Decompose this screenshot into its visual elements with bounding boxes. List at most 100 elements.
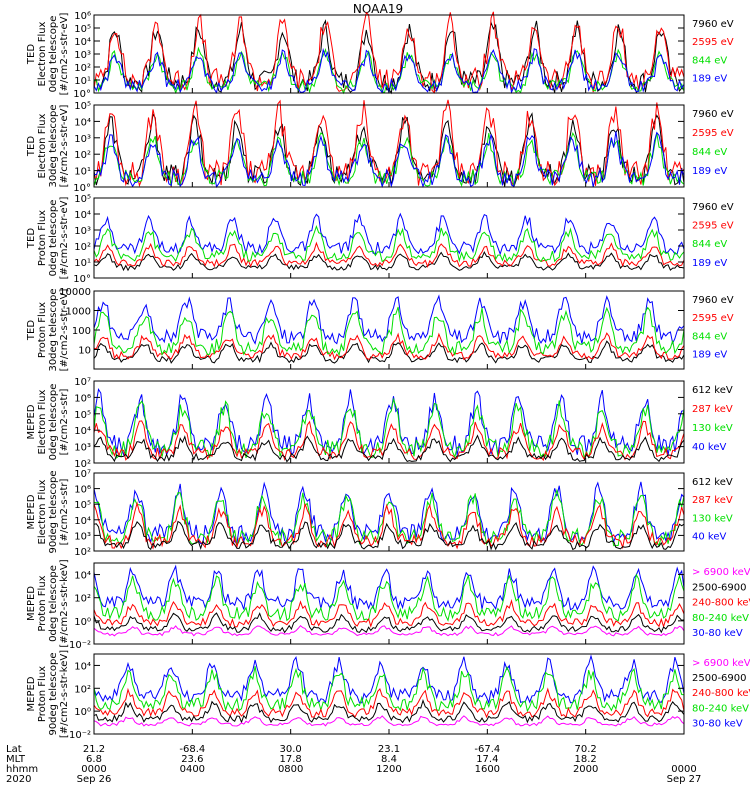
series-line-240-800-kev bbox=[93, 599, 685, 629]
panel-2: 10° 10¹ 10² 10³ 10⁴ 10⁵ TED Electron Flux 30deg … bbox=[26, 99, 734, 194]
y-tick-label: 10⁵ bbox=[74, 24, 91, 35]
legend-entry: 80-240 keV bbox=[692, 613, 749, 624]
series-line-287-kev bbox=[93, 501, 685, 550]
panel-1: 10° 10¹ 10² 10³ 10⁴ 10⁵ 10⁶ TED Electron Flux 0de… bbox=[26, 11, 734, 100]
time-row-label: MLT bbox=[6, 754, 26, 765]
series-line--6900-kev bbox=[93, 715, 685, 727]
series-line-189-ev bbox=[93, 212, 685, 256]
time-tick-label: 0000 bbox=[671, 764, 696, 775]
series-line-612-kev bbox=[93, 434, 685, 463]
panel-3: 10° 10¹ 10² 10³ 10⁴ 10⁵ TED Proton Flux 0deg tel… bbox=[26, 194, 734, 285]
panel-7: 10⁻² 10⁰ 10² 10⁴ MEPED Proton Flux 0deg telesc… bbox=[26, 559, 750, 651]
legend-entry: 130 keV bbox=[692, 423, 733, 434]
panel-6: 10² 10³ 10⁴ 10⁵ 10⁶ 10⁷ MEPED Electron Flux 90de… bbox=[26, 469, 733, 558]
legend-entry: 7960 eV bbox=[692, 295, 734, 306]
legend-entry: 7960 eV bbox=[692, 109, 734, 120]
series-line-240-800-kev bbox=[93, 687, 685, 719]
y-tick-label: 10² bbox=[74, 63, 91, 74]
y-tick-label: 10° bbox=[73, 89, 91, 100]
time-row-label: hhmm bbox=[6, 764, 38, 775]
legend-entry: 7960 eV bbox=[692, 19, 734, 30]
legend-entry: 2595 eV bbox=[692, 37, 734, 48]
y-axis-label: 90deg telescope bbox=[48, 652, 59, 735]
time-tick-label: 17.4 bbox=[476, 754, 498, 765]
y-tick-label: 10⁻² bbox=[69, 640, 91, 651]
y-tick-label: 10 bbox=[78, 346, 91, 357]
time-tick-label: 17.8 bbox=[280, 754, 302, 765]
legend-entry: 130 keV bbox=[692, 513, 733, 524]
series-line-30-80-kev bbox=[93, 654, 685, 705]
legend-entry: 844 eV bbox=[692, 147, 727, 158]
y-tick-label: 10° bbox=[73, 183, 91, 194]
y-tick-label: 10⁴ bbox=[74, 117, 91, 128]
legend-entry: 189 eV bbox=[692, 258, 727, 269]
y-axis-label: [#/cm2-s-str-keV] bbox=[59, 650, 70, 738]
y-tick-label: 10² bbox=[74, 594, 91, 605]
y-axis-label: 0deg telescope bbox=[48, 565, 59, 642]
time-tick-label: 0800 bbox=[278, 764, 303, 775]
legend-entry: 287 keV bbox=[692, 495, 733, 506]
y-tick-label: 10⁴ bbox=[74, 661, 91, 672]
y-tick-label: 10² bbox=[74, 547, 91, 558]
y-tick-label: 10⁰ bbox=[74, 617, 91, 628]
legend-entry: > 6900 keV bbox=[692, 658, 750, 669]
series-line-7960-ev bbox=[93, 250, 685, 272]
legend-entry: 2500-6900 bbox=[692, 582, 747, 593]
y-axis-label: MEPED bbox=[26, 494, 37, 529]
legend-entry: 80-240 keV bbox=[692, 703, 749, 714]
y-tick-label: 10⁴ bbox=[74, 37, 91, 48]
legend-entry: 40 keV bbox=[692, 442, 726, 453]
legend-entry: 2595 eV bbox=[692, 221, 734, 232]
time-tick-label: Sep 26 bbox=[77, 774, 112, 785]
time-tick-label: 18.2 bbox=[575, 754, 597, 765]
y-tick-label: 10¹ bbox=[74, 76, 91, 87]
panel-5: 10² 10³ 10⁴ 10⁵ 10⁶ 10⁷ MEPED Electron Flux 0deg… bbox=[26, 377, 733, 470]
y-tick-label: 10⁴ bbox=[74, 210, 91, 221]
time-tick-label: 23.6 bbox=[181, 754, 203, 765]
legend-entry: 189 eV bbox=[692, 349, 727, 360]
y-axis-label: TED bbox=[26, 44, 37, 65]
y-tick-label: 10⁷ bbox=[74, 469, 91, 480]
series-line-2595-ev bbox=[93, 241, 685, 269]
series-line-287-kev bbox=[93, 420, 685, 462]
y-axis-label: [#/cm2-s-str-keV] bbox=[59, 559, 70, 647]
time-tick-label: 23.1 bbox=[378, 744, 400, 755]
time-tick-label: 0400 bbox=[180, 764, 205, 775]
y-axis-label: MEPED bbox=[26, 404, 37, 439]
series-line-189-ev bbox=[93, 294, 685, 345]
time-tick-label: 0000 bbox=[81, 764, 106, 775]
y-tick-label: 10⁵ bbox=[74, 194, 91, 205]
y-axis-label: 0deg telescope bbox=[48, 384, 59, 461]
legend-entry: 2500-6900 bbox=[692, 673, 747, 684]
y-tick-label: 10³ bbox=[74, 226, 91, 237]
legend-entry: 844 eV bbox=[692, 331, 727, 342]
panel-4: 10 100 1000 10000 TED Proton Flux 30deg telesc… bbox=[26, 287, 734, 372]
series-line-80-240-kev bbox=[93, 573, 685, 622]
legend-entry: 189 eV bbox=[692, 73, 727, 84]
y-axis-label: 0deg telescope bbox=[48, 200, 59, 277]
y-axis-label: MEPED bbox=[26, 676, 37, 711]
y-axis-label: 30deg telescope bbox=[48, 288, 59, 371]
y-tick-label: 10⁵ bbox=[74, 500, 91, 511]
series-line-30-80-kev bbox=[93, 564, 685, 611]
y-axis-label: [#/cm2-s-str] bbox=[59, 388, 70, 455]
time-tick-label: -68.4 bbox=[179, 744, 205, 755]
y-tick-label: 10⁻² bbox=[69, 730, 91, 741]
y-tick-label: 1000 bbox=[66, 307, 91, 318]
y-tick-label: 100 bbox=[72, 326, 91, 337]
y-tick-label: 10² bbox=[74, 150, 91, 161]
series-line-2595-ev bbox=[93, 332, 685, 361]
y-axis-label: TED bbox=[26, 320, 37, 341]
y-tick-label: 10⁰ bbox=[74, 707, 91, 718]
y-axis-label: 90deg telescope bbox=[48, 470, 59, 553]
y-tick-label: 10¹ bbox=[74, 167, 91, 178]
y-tick-label: 10000 bbox=[59, 287, 91, 298]
series-line-2500-6900 bbox=[93, 699, 685, 724]
time-tick-label: 8.4 bbox=[381, 754, 397, 765]
series-line-844-ev bbox=[93, 131, 685, 188]
y-axis-label: [#/cm2-s-str-eV] bbox=[59, 105, 70, 188]
time-tick-label: 1600 bbox=[475, 764, 500, 775]
series-line-612-kev bbox=[93, 520, 685, 551]
y-axis-label: [#/cm2-s-str-eV] bbox=[59, 197, 70, 280]
